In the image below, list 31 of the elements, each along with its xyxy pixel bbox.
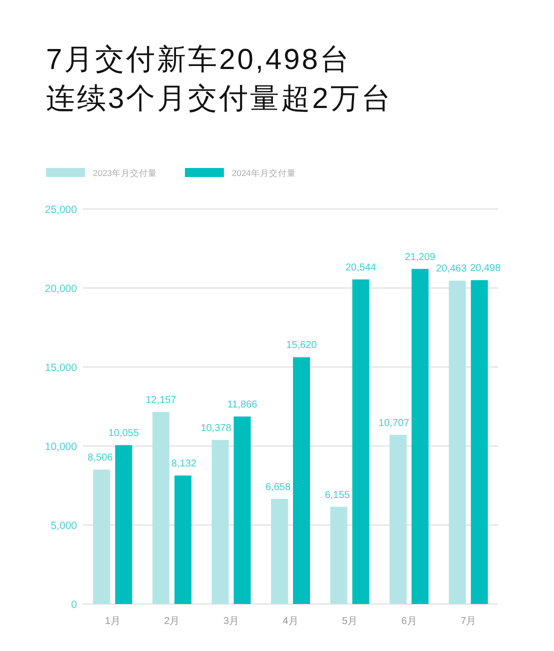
ytick: 20,000 [44,283,77,295]
data-label: 20,463 [436,264,467,275]
xtick: 4月 [282,616,298,627]
data-label: 15,620 [286,340,317,352]
data-label: 12,157 [146,394,176,406]
data-label: 6,658 [266,482,291,493]
data-label: 8,132 [171,458,196,470]
data-label: 10,378 [200,423,232,434]
data-label: 11,866 [227,400,258,411]
legend-label: 2023年月交付量 [93,168,157,178]
ytick: 0 [71,599,77,611]
xtick: 2月 [164,616,180,627]
data-label: 8,506 [88,452,113,464]
xtick: 7月 [460,616,476,627]
legend-label: 2024年月交付量 [232,168,296,178]
ytick: 5,000 [50,520,77,532]
ytick: 15,000 [44,362,77,374]
subtitle: 连续3个月交付量超2万台 [46,83,392,115]
data-label: 6,155 [324,490,350,501]
data-label: 10,055 [108,428,139,440]
xtick: 5月 [342,616,358,627]
title: 7月交付新车20,498台 [46,44,351,76]
data-label: 20,544 [346,262,376,274]
data-label: 10,707 [378,418,410,429]
ytick: 25,000 [44,204,77,216]
xtick: 6月 [401,616,417,627]
ytick: 10,000 [44,441,77,453]
data-label: 21,209 [404,252,436,263]
xtick: 1月 [104,616,120,627]
xtick: 3月 [223,616,239,627]
data-label: 20,498 [470,263,501,274]
